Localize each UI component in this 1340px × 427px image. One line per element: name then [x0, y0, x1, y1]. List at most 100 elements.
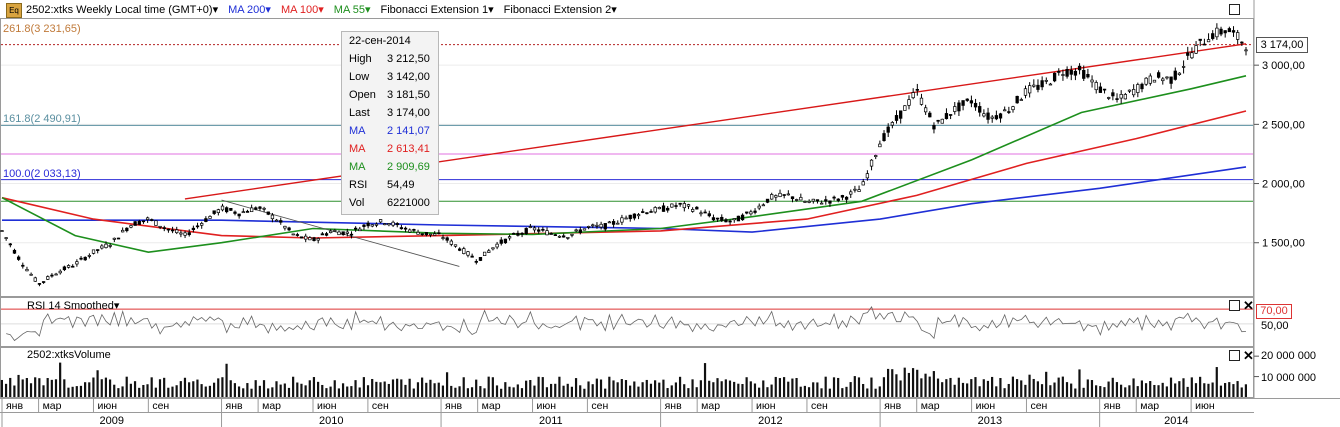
candle — [607, 221, 612, 224]
candle — [337, 231, 341, 236]
candle — [545, 230, 549, 236]
candle — [770, 194, 774, 200]
candle — [229, 207, 233, 211]
candle — [1152, 79, 1157, 83]
dropdown-arrow-icon[interactable]: ▾ — [265, 4, 271, 16]
candle — [503, 238, 508, 244]
volume-maximize-icon[interactable] — [1229, 350, 1240, 361]
volume-bar — [1211, 382, 1214, 397]
candle — [899, 110, 903, 119]
volume-bar — [54, 379, 58, 397]
volume-bar — [849, 382, 852, 397]
volume-bar — [770, 384, 773, 397]
symbol-badge-icon[interactable]: Eq — [6, 3, 22, 18]
candle — [378, 219, 383, 223]
candle — [1107, 97, 1111, 99]
dropdown-arrow-icon[interactable]: ▾ — [212, 4, 219, 16]
volume-bar — [333, 380, 336, 397]
dropdown-arrow-icon[interactable]: ▾ — [611, 4, 617, 16]
candle — [254, 207, 258, 210]
volume-bar — [674, 382, 678, 397]
candle — [1136, 84, 1140, 93]
candle — [274, 219, 279, 222]
volume-bar — [812, 382, 815, 397]
volume-bar — [129, 383, 132, 397]
y-tick-label: 1 500,00 — [1262, 238, 1305, 250]
x-year-label: 2012 — [758, 415, 782, 427]
volume-bar — [46, 378, 49, 397]
volume-bar — [878, 386, 881, 397]
candle — [329, 230, 333, 234]
volume-bar — [1061, 376, 1064, 397]
x-month-label: сен — [372, 400, 389, 412]
dropdown-arrow-icon[interactable]: ▾ — [318, 4, 324, 16]
volume-bar — [733, 381, 736, 397]
volume-bar — [1223, 383, 1227, 397]
candle — [636, 214, 641, 217]
ohlc-info-box: 22-сен-2014 High 3 212,50 Low 3 142,00 Ope… — [341, 31, 439, 215]
volume-bar — [254, 380, 257, 397]
volume-bar — [841, 388, 844, 397]
volume-bar — [533, 385, 536, 397]
volume-bar — [25, 378, 28, 397]
dropdown-arrow-icon[interactable]: ▾ — [364, 4, 371, 16]
candle — [4, 237, 8, 239]
volume-bar — [362, 377, 365, 397]
candle — [428, 233, 433, 236]
candle — [295, 234, 300, 236]
candle — [1148, 75, 1152, 84]
volume-bar — [1124, 387, 1127, 397]
volume-bar — [1024, 384, 1027, 397]
volume-bar — [978, 386, 981, 397]
candle — [424, 232, 429, 236]
candle — [399, 227, 404, 230]
volume-bar — [383, 381, 386, 397]
candle — [915, 89, 919, 91]
candle — [566, 236, 570, 239]
volume-bar — [758, 387, 761, 397]
x-month-label: янв — [445, 400, 462, 412]
candle — [482, 251, 487, 256]
volume-panel-title[interactable]: 2502:xtksVolume — [27, 349, 111, 361]
volume-bar — [163, 377, 166, 397]
candle — [1048, 83, 1053, 86]
indicator-ma200[interactable]: MA 200▾ — [228, 4, 271, 16]
dropdown-arrow-icon[interactable]: ▾ — [488, 4, 494, 16]
volume-bar — [495, 385, 499, 397]
dropdown-arrow-icon[interactable]: ▾ — [113, 300, 120, 312]
candle — [137, 220, 141, 225]
volume-bar — [1165, 386, 1168, 397]
volume-bar — [196, 379, 199, 397]
maximize-icon[interactable] — [1229, 4, 1240, 15]
rsi-maximize-icon[interactable] — [1229, 300, 1240, 311]
volume-close-icon[interactable]: ✕ — [1243, 348, 1254, 363]
candle — [894, 115, 899, 121]
candle — [732, 218, 736, 221]
indicator-ma100[interactable]: MA 100▾ — [280, 4, 324, 16]
candle — [541, 228, 545, 231]
rsi-panel-title[interactable]: RSI 14 Smoothed▾ — [27, 300, 120, 312]
volume-bar — [325, 388, 328, 397]
candle — [811, 198, 815, 202]
volume-bar — [1186, 386, 1189, 397]
candle — [387, 223, 391, 226]
indicator-fib-ext-1[interactable]: Fibonacci Extension 1▾ — [380, 4, 494, 16]
candle — [944, 113, 949, 120]
indicator-ma55[interactable]: MA 55▾ — [333, 4, 371, 16]
candle — [458, 248, 462, 251]
fib-label-261: 261.8(3 231,65) — [3, 23, 81, 35]
indicator-fib-ext-2[interactable]: Fibonacci Extension 2▾ — [503, 4, 617, 16]
symbol-title[interactable]: 2502:xtks Weekly Local time (GMT+0)▾ — [26, 4, 219, 16]
candle — [79, 257, 83, 260]
volume-bar — [212, 382, 216, 397]
candle — [204, 218, 208, 222]
volume-bar — [678, 376, 682, 397]
candle — [1181, 66, 1186, 68]
candle — [1144, 77, 1148, 85]
candle — [1202, 43, 1207, 46]
volume-bar — [154, 387, 157, 397]
candle — [1086, 74, 1090, 78]
rsi-close-icon[interactable]: ✕ — [1243, 298, 1254, 313]
volume-bar — [133, 381, 137, 397]
